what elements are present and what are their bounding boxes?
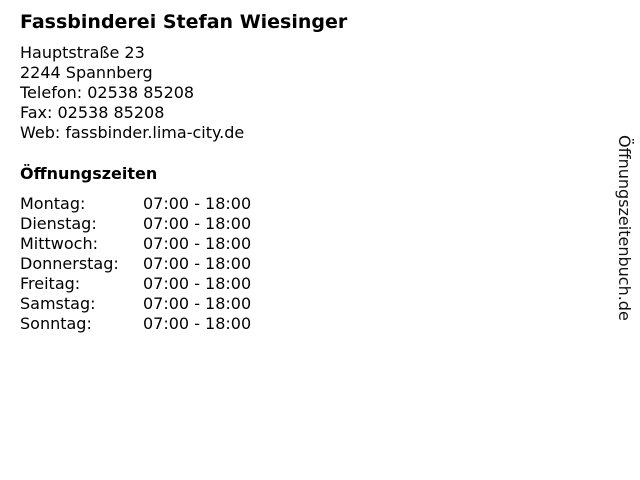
day: Montag:	[20, 194, 86, 213]
time: 07:00 - 18:00	[143, 214, 252, 233]
city: 2244 Spannberg	[20, 63, 153, 82]
fax: Fax: 02538 85208	[20, 103, 165, 122]
hours-row: Freitag: 07:00 - 18:00	[20, 274, 251, 294]
time: 07:00 - 18:00	[143, 234, 252, 253]
hours-row: Dienstag: 07:00 - 18:00	[20, 214, 251, 234]
day: Dienstag:	[20, 214, 97, 233]
time: 07:00 - 18:00	[143, 274, 252, 293]
day: Samstag:	[20, 294, 96, 313]
day: Sonntag:	[20, 314, 92, 333]
time: 07:00 - 18:00	[143, 314, 252, 333]
day: Mittwoch:	[20, 234, 98, 253]
hours-row: Montag: 07:00 - 18:00	[20, 194, 251, 214]
day: Donnerstag:	[20, 254, 119, 273]
hours-table: Montag: 07:00 - 18:00 Dienstag: 07:00 - 18…	[20, 194, 251, 334]
hours-row: Sonntag: 07:00 - 18:00	[20, 314, 251, 334]
day: Freitag:	[20, 274, 81, 293]
website: Web: fassbinder.lima-city.de	[20, 123, 245, 142]
hours-row: Samstag: 07:00 - 18:00	[20, 294, 251, 314]
street: Hauptstraße 23	[20, 43, 145, 62]
address-block: Hauptstraße 23 2244 Spannberg Telefon: 0…	[20, 43, 244, 143]
watermark-text: Öffnungszeitenbuch.de	[615, 135, 634, 321]
hours-heading: Öffnungszeiten	[20, 164, 158, 183]
phone: Telefon: 02538 85208	[20, 83, 195, 102]
time: 07:00 - 18:00	[143, 254, 252, 273]
time: 07:00 - 18:00	[143, 294, 252, 313]
hours-row: Mittwoch: 07:00 - 18:00	[20, 234, 251, 254]
time: 07:00 - 18:00	[143, 194, 252, 213]
hours-row: Donnerstag: 07:00 - 18:00	[20, 254, 251, 274]
business-name: Fassbinderei Stefan Wiesinger	[20, 11, 348, 33]
